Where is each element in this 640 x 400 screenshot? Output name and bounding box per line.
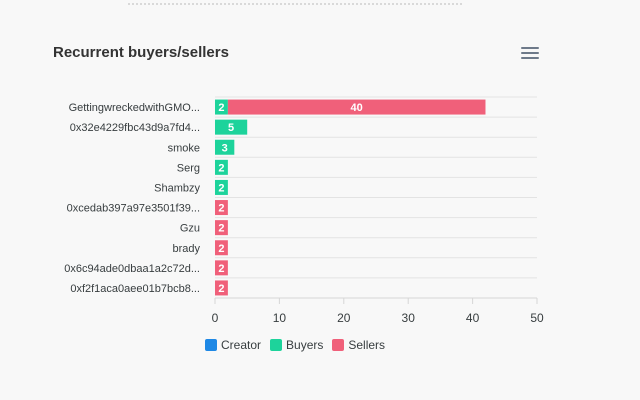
bar-sellers xyxy=(215,260,228,276)
bar-buyers xyxy=(215,119,248,135)
data-label-sellers: 2 xyxy=(218,223,224,235)
legend-label-creator: Creator xyxy=(221,338,262,352)
legend-marker-sellers xyxy=(332,339,345,351)
data-label-sellers: 2 xyxy=(218,263,224,275)
bar-sellers xyxy=(215,280,228,296)
legend-label-sellers: Sellers xyxy=(348,338,386,352)
x-tick-label: 20 xyxy=(337,311,351,325)
category-label: smoke xyxy=(168,142,200,154)
legend-label-buyers: Buyers xyxy=(286,338,324,352)
bar-buyers xyxy=(215,139,235,155)
legend-marker-creator xyxy=(205,339,217,351)
data-label-buyers: 2 xyxy=(218,102,224,114)
legend-item-buyers[interactable]: Buyers xyxy=(270,338,323,352)
bar-sellers xyxy=(215,220,228,236)
category-label: 0xcedab397a97e3501f39... xyxy=(67,203,200,215)
bar-buyers xyxy=(215,179,228,195)
x-tick-label: 30 xyxy=(402,311,416,325)
hamburger-menu-icon[interactable] xyxy=(521,47,539,61)
category-label: 0x32e4229fbc43d9a7fd4... xyxy=(70,122,200,134)
legend-marker-buyers xyxy=(270,339,283,351)
legend-item-sellers[interactable]: Sellers xyxy=(332,338,385,352)
category-label: GettingwreckedwithGMO... xyxy=(69,102,200,114)
data-label-sellers: 2 xyxy=(218,283,224,295)
data-label-sellers: 2 xyxy=(218,243,224,255)
bar-buyers xyxy=(215,99,228,115)
data-label-buyers: 2 xyxy=(218,162,224,174)
data-label-buyers: 3 xyxy=(222,142,228,154)
x-tick-label: 10 xyxy=(273,311,287,325)
dotted-divider xyxy=(128,0,462,5)
category-label: 0xf2f1aca0aee01b7bcb8... xyxy=(70,283,200,295)
category-label: 0x6c94ade0dbaa1a2c72d... xyxy=(64,263,200,275)
data-label-sellers: 2 xyxy=(218,203,224,215)
category-label: Gzu xyxy=(180,223,200,235)
category-label: brady xyxy=(172,243,200,255)
chart-title: Recurrent buyers/sellers xyxy=(53,44,229,61)
bar-sellers xyxy=(215,200,228,216)
data-label-sellers: 40 xyxy=(351,102,363,114)
legend-item-creator[interactable]: Creator xyxy=(205,338,261,352)
data-label-buyers: 2 xyxy=(218,182,224,194)
x-tick-label: 50 xyxy=(530,311,544,325)
bar-sellers xyxy=(215,240,228,256)
category-label: Serg xyxy=(177,162,200,174)
category-label: Shambzy xyxy=(154,182,200,194)
data-label-buyers: 5 xyxy=(228,122,234,134)
x-tick-label: 0 xyxy=(212,311,219,325)
x-tick-label: 40 xyxy=(466,311,480,325)
bar-buyers xyxy=(215,159,228,175)
bar-sellers xyxy=(227,99,486,115)
legend: Creator Buyers Sellers xyxy=(205,338,394,352)
